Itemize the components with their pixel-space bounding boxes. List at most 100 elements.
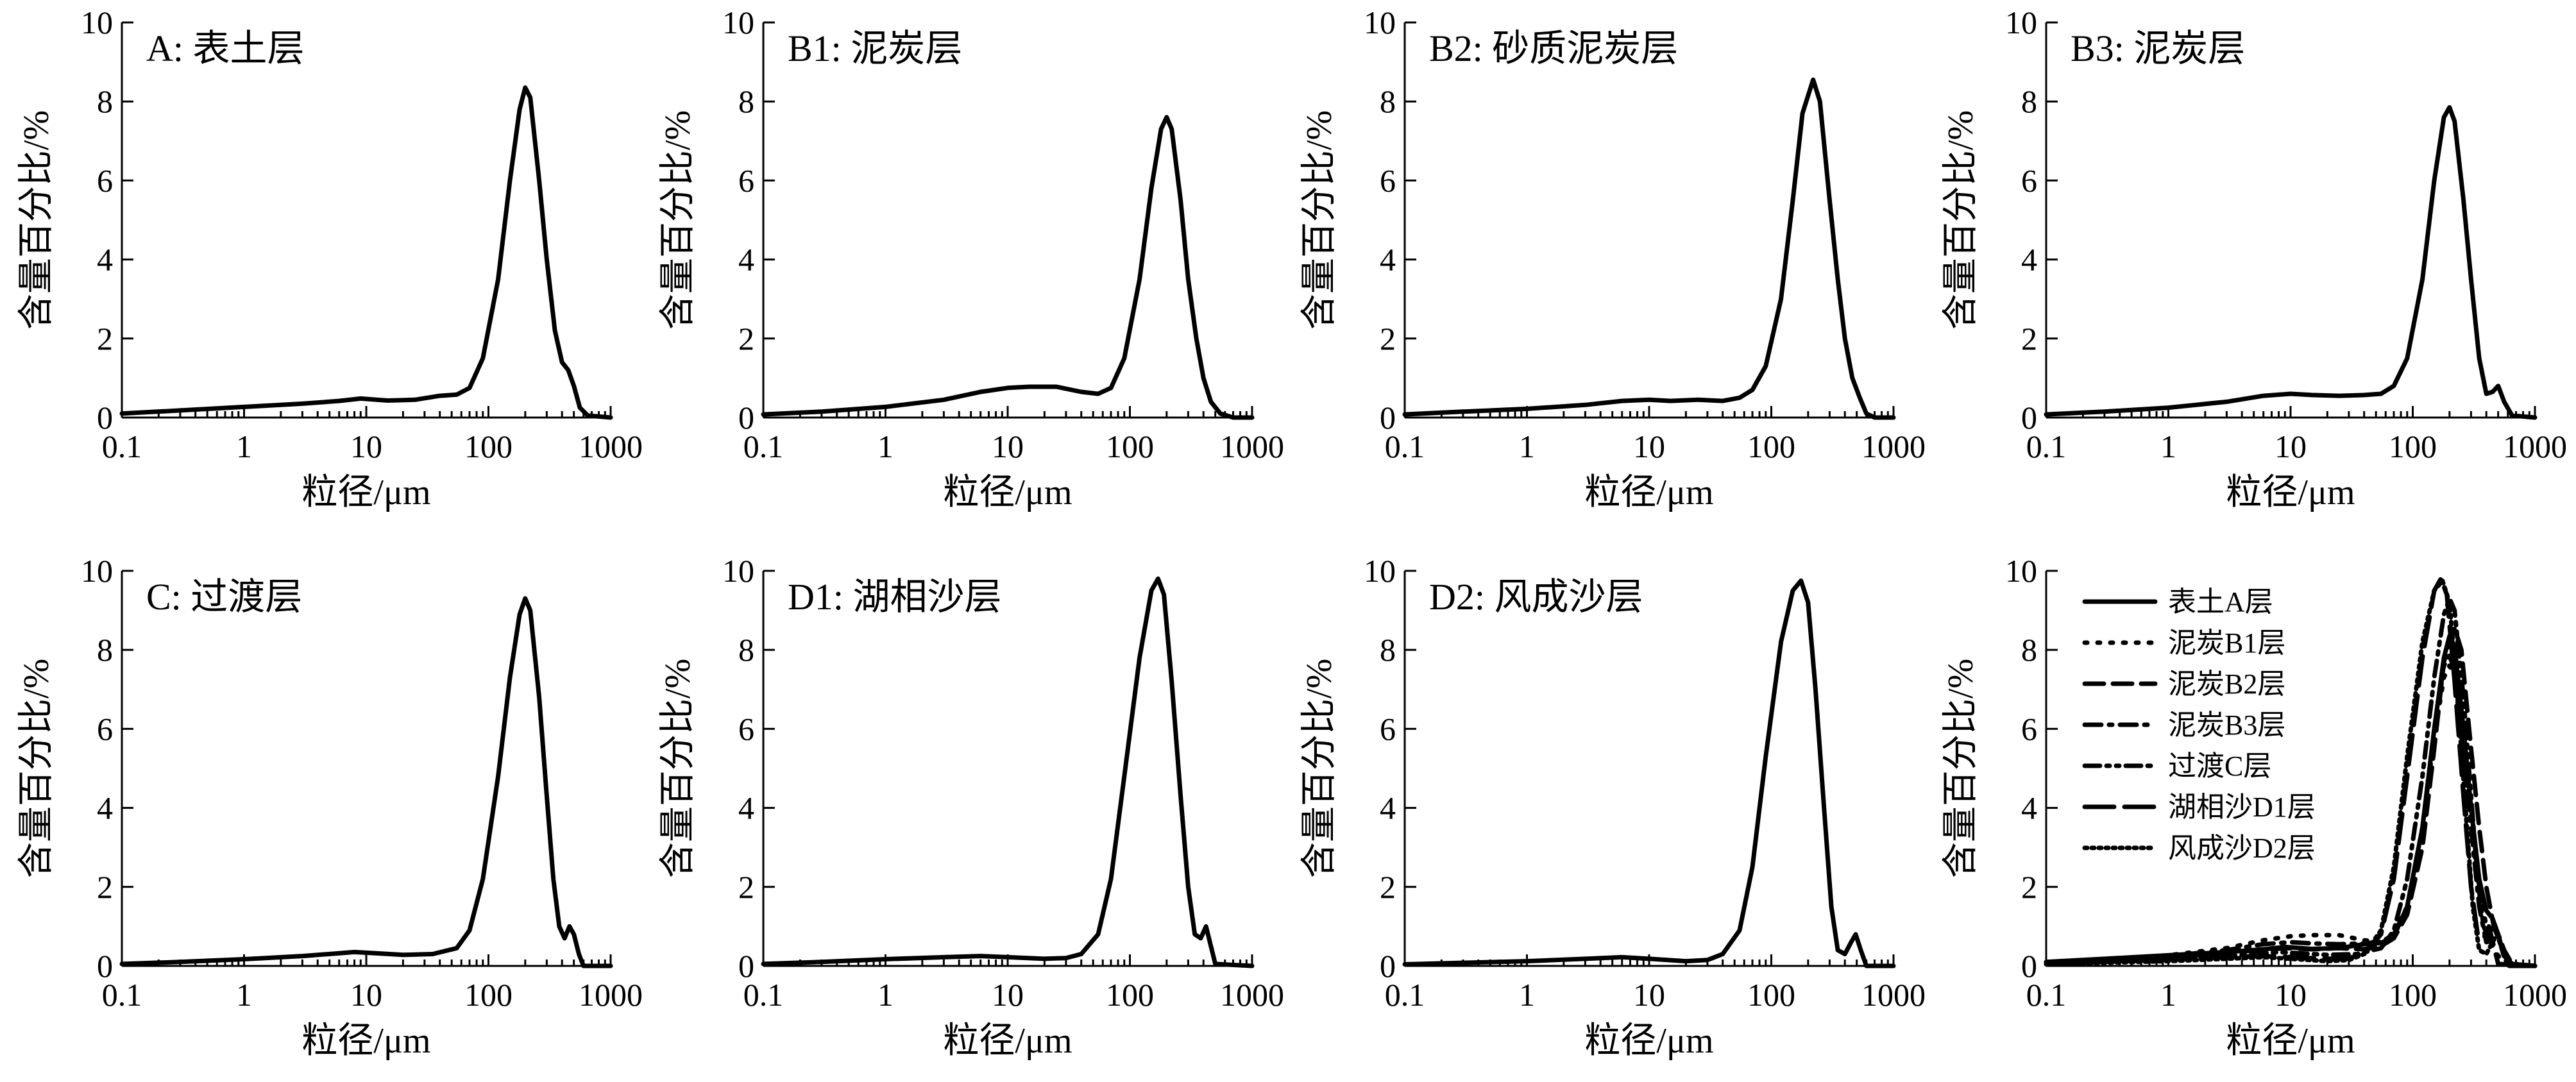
chart-6-y-tick-label: 4	[738, 790, 754, 826]
chart-7-y-axis-label: 含量百分比/%	[1300, 659, 1339, 878]
chart-1-x-tick-label: 10	[350, 428, 382, 464]
chart-5-x-tick-label: 100	[464, 977, 513, 1013]
chart-7-panel-title: D2: 风成沙层	[1429, 576, 1643, 618]
chart-2-y-tick-label: 6	[738, 162, 754, 198]
chart-2-x-tick-label: 1000	[1220, 428, 1284, 464]
chart-5: 0 2 4 6 8 10 0.1 1 10 100 1000 粒径/μm 含量百分比/% C: 过渡层	[17, 553, 643, 1061]
chart-3-x-tick-label: 0.1	[1385, 428, 1425, 464]
chart-7-y-tick-label: 6	[1380, 711, 1396, 747]
chart-3-x-tick-label: 1	[1519, 428, 1535, 464]
chart-4-y-tick-label: 0	[2021, 400, 2037, 435]
chart-3-y-tick-label: 8	[1380, 83, 1396, 119]
chart-5-y-tick-label: 6	[97, 711, 113, 747]
chart-8-series-line-7	[2044, 578, 2538, 968]
chart-5-x-tick-label: 1000	[579, 977, 643, 1013]
chart-1-x-axis-label: 粒径/μm	[301, 473, 430, 512]
chart-8-legend-label-5: 过渡C层	[2168, 750, 2271, 782]
chart-6-y-tick-label: 0	[738, 948, 754, 984]
chart-4-x-tick-label: 1000	[2503, 428, 2567, 464]
chart-4-y-tick-label: 4	[2021, 242, 2037, 278]
chart-1-y-tick-label: 0	[97, 400, 113, 435]
chart-5-x-tick-label: 10	[350, 977, 382, 1013]
chart-4: 0 2 4 6 8 10 0.1 1 10 100 1000 粒径/μm 含量百分比/% B3: 泥炭层	[1941, 4, 2567, 512]
chart-7-x-tick-label: 100	[1747, 977, 1795, 1013]
chart-3-y-tick-label: 4	[1380, 242, 1396, 278]
chart-6-y-tick-label: 8	[738, 632, 754, 668]
chart-1-x-tick-label: 1	[236, 428, 252, 464]
chart-1-series-line-1	[119, 85, 613, 420]
chart-4-x-tick-label: 100	[2389, 428, 2437, 464]
chart-4-x-tick-label: 0.1	[2026, 428, 2067, 464]
chart-2: 0 2 4 6 8 10 0.1 1 10 100 1000 粒径/μm 含量百分比/% B1: 泥炭层	[658, 4, 1284, 512]
chart-7: 0 2 4 6 8 10 0.1 1 10 100 1000 粒径/μm 含量百分比/% D2: 风成沙层	[1300, 553, 1926, 1061]
chart-6-y-tick-label: 6	[738, 711, 754, 747]
chart-1-y-tick-label: 10	[81, 4, 113, 40]
chart-5-x-tick-label: 0.1	[102, 977, 142, 1013]
chart-1-panel-title: A: 表土层	[146, 28, 305, 69]
chart-2-x-tick-label: 1	[877, 428, 894, 464]
chart-1-y-tick-label: 2	[97, 321, 113, 357]
chart-3-x-tick-label: 100	[1747, 428, 1795, 464]
chart-7-y-tick-label: 0	[1380, 948, 1396, 984]
chart-2-x-tick-label: 10	[992, 428, 1024, 464]
chart-6-y-tick-label: 2	[738, 869, 754, 905]
chart-5-y-tick-label: 10	[81, 553, 113, 589]
chart-8-legend-label-1: 表土A层	[2168, 586, 2273, 618]
chart-5-y-tick-label: 0	[97, 948, 113, 984]
chart-2-panel-title: B1: 泥炭层	[788, 28, 962, 69]
chart-5-panel-title: C: 过渡层	[146, 576, 302, 618]
chart-4-x-tick-label: 1	[2160, 428, 2176, 464]
chart-2-series-line-1	[761, 115, 1255, 420]
chart-4-y-tick-label: 8	[2021, 83, 2037, 119]
chart-8-x-tick-label: 100	[2389, 977, 2437, 1013]
chart-5-y-tick-label: 2	[97, 869, 113, 905]
chart-4-y-tick-label: 2	[2021, 321, 2037, 357]
chart-8-legend-label-7: 风成沙D2层	[2168, 833, 2316, 864]
chart-3-y-tick-label: 6	[1380, 162, 1396, 198]
chart-8-legend-label-4: 泥炭B3层	[2168, 709, 2285, 741]
chart-1-x-tick-label: 1000	[579, 428, 643, 464]
chart-2-y-axis-label: 含量百分比/%	[658, 110, 698, 330]
chart-7-series-line-1	[1402, 578, 1896, 968]
chart-8-y-axis-label: 含量百分比/%	[1941, 659, 1981, 878]
chart-6-x-tick-label: 100	[1106, 977, 1154, 1013]
chart-1-x-tick-label: 100	[464, 428, 513, 464]
chart-8: 0 2 4 6 8 10 0.1 1 10 100 1000 粒径/μm 含量百分比/% 表土A层泥炭B1…	[1941, 553, 2567, 1061]
chart-6-x-tick-label: 10	[992, 977, 1024, 1013]
chart-7-y-tick-label: 8	[1380, 632, 1396, 668]
chart-3-y-tick-label: 2	[1380, 321, 1396, 357]
chart-5-x-axis-label: 粒径/μm	[301, 1021, 430, 1061]
chart-7-x-tick-label: 1000	[1861, 977, 1926, 1013]
chart-7-y-tick-label: 10	[1364, 553, 1396, 589]
chart-8-y-tick-label: 10	[2005, 553, 2037, 589]
chart-8-x-tick-label: 10	[2275, 977, 2307, 1013]
chart-4-series-line-1	[2044, 105, 2538, 420]
chart-5-series-line-1	[119, 596, 613, 968]
chart-4-y-tick-label: 10	[2005, 4, 2037, 40]
chart-6-x-tick-label: 1000	[1220, 977, 1284, 1013]
chart-1: 0 2 4 6 8 10 0.1 1 10 100 1000 粒径/μm 含量百分比/% A: 表土层	[17, 4, 643, 512]
chart-6-y-axis-label: 含量百分比/%	[658, 659, 698, 878]
chart-5-y-tick-label: 8	[97, 632, 113, 668]
chart-6-x-tick-label: 0.1	[743, 977, 784, 1013]
chart-4-x-axis-label: 粒径/μm	[2226, 473, 2355, 512]
chart-2-y-tick-label: 0	[738, 400, 754, 435]
chart-5-y-axis-label: 含量百分比/%	[17, 659, 56, 878]
chart-8-y-tick-label: 6	[2021, 711, 2037, 747]
chart-7-x-tick-label: 10	[1633, 977, 1665, 1013]
chart-8-x-tick-label: 0.1	[2026, 977, 2067, 1013]
chart-4-y-tick-label: 6	[2021, 162, 2037, 198]
chart-1-y-tick-label: 6	[97, 162, 113, 198]
chart-5-y-tick-label: 4	[97, 790, 113, 826]
chart-2-x-tick-label: 0.1	[743, 428, 784, 464]
chart-2-y-tick-label: 2	[738, 321, 754, 357]
chart-6-series-line-1	[761, 576, 1255, 968]
chart-8-x-axis-label: 粒径/μm	[2226, 1021, 2355, 1061]
chart-1-x-tick-label: 0.1	[102, 428, 142, 464]
chart-8-y-tick-label: 8	[2021, 632, 2037, 668]
chart-6-x-axis-label: 粒径/μm	[943, 1021, 1072, 1061]
chart-1-y-tick-label: 4	[97, 242, 113, 278]
chart-2-y-tick-label: 4	[738, 242, 754, 278]
chart-8-x-tick-label: 1	[2160, 977, 2176, 1013]
